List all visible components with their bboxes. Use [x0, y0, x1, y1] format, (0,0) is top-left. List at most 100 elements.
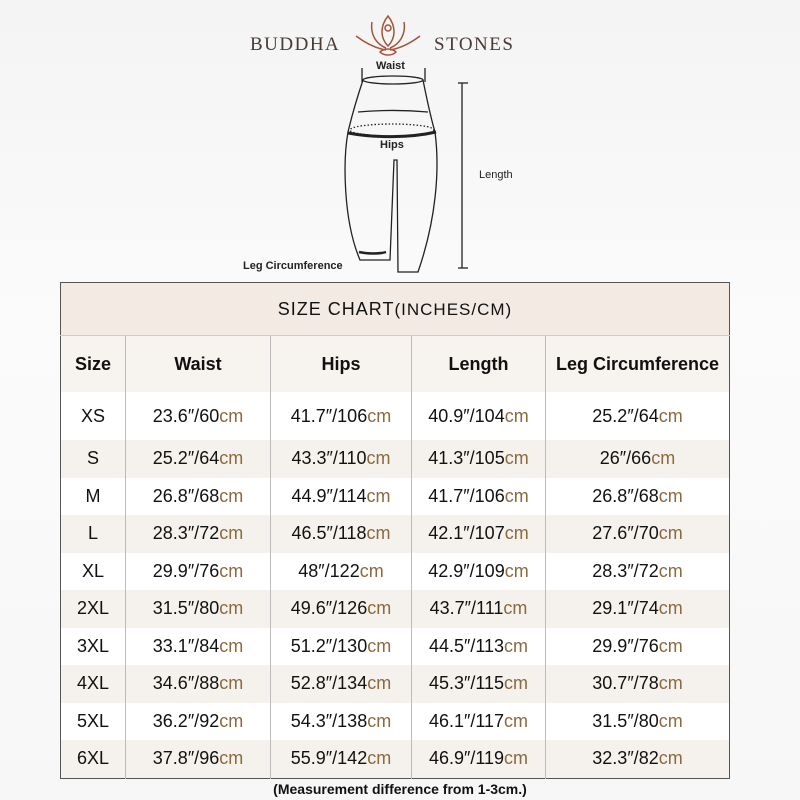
brand-right: STONES [434, 34, 515, 55]
cell-value: 4XL [76, 673, 110, 694]
cell-value: 34.6″/88 [152, 673, 220, 694]
table-row: XS 23.6″/60cm 41.7″/106cm 40.9″/104cm 25.2″/… [61, 392, 730, 440]
size-cell: M [61, 478, 126, 516]
table-row: M 26.8″/68cm 44.9″/114cm 41.7″/106cm 26.8″/6… [61, 477, 730, 516]
column-header: Hips [270, 335, 412, 392]
unit-label: cm [504, 710, 529, 731]
measurement-note: (Measurement difference from 1-3cm.) [273, 781, 527, 797]
measurement-cell: 52.8″/134cm [270, 665, 412, 703]
unit-label: cm [219, 710, 244, 731]
measurement-cell: 43.3″/110cm [270, 440, 412, 478]
measurement-cell: 55.9″/142cm [270, 740, 412, 778]
cell-value: 52.8″/134 [290, 673, 368, 694]
measurement-cell: 26.8″/68cm [545, 477, 730, 515]
cell-value: XS [80, 405, 105, 426]
column-header: Size [60, 335, 126, 392]
cell-value: 46.5″/118 [291, 523, 367, 544]
measurement-cell: 25.2″/64cm [545, 392, 730, 440]
cell-value: 41.7″/106 [290, 405, 368, 426]
unit-label: cm [658, 635, 683, 656]
unit-label: cm [219, 598, 244, 619]
table-row: 5XL 36.2″/92cm 54.3″/138cm 46.1″/117cm 31.5″… [61, 702, 730, 740]
cell-value: 28.3″/72 [592, 560, 659, 581]
measurement-cell: 36.2″/92cm [125, 702, 271, 740]
cell-value: 48″/122 [298, 560, 360, 581]
measurement-cell: 26.8″/68cm [125, 477, 271, 515]
unit-label: cm [367, 748, 392, 769]
measurement-cell: 31.5″/80cm [125, 590, 271, 628]
measurement-cell: 31.5″/80cm [545, 702, 730, 740]
table-row: 6XL 37.8″/96cm 55.9″/142cm 46.9″/119cm 32.3″… [60, 740, 730, 778]
cell-value: 29.9″/76 [152, 560, 220, 581]
unit-label: cm [658, 598, 683, 619]
measurement-cell: 41.7″/106cm [411, 477, 546, 515]
lotus-logo-icon [355, 14, 421, 56]
measurement-cell: 41.3″/105cm [411, 440, 546, 478]
size-cell: 6XL [60, 740, 126, 778]
measurement-cell: 46.9″/119cm [411, 740, 546, 778]
cell-value: L [87, 523, 98, 544]
measurement-cell: 51.2″/130cm [270, 627, 412, 665]
unit-label: cm [367, 710, 392, 731]
title-text: SIZE CHART [277, 298, 395, 319]
unit-label: cm [651, 448, 676, 469]
unit-label: cm [219, 560, 244, 581]
cell-value: 26.8″/68 [592, 485, 659, 506]
unit-label: cm [658, 748, 683, 769]
cell-value: 31.5″/80 [152, 598, 220, 619]
cell-value: 25.2″/64 [152, 448, 220, 469]
cell-value: 51.2″/130 [290, 635, 368, 656]
measurement-cell: 37.8″/96cm [125, 740, 271, 778]
unit-label: cm [367, 405, 392, 426]
cell-value: 29.9″/76 [592, 635, 659, 656]
measurement-cell: 29.9″/76cm [545, 627, 730, 665]
unit-label: cm [366, 523, 391, 544]
unit-label: cm [219, 448, 244, 469]
cell-value: 31.5″/80 [592, 710, 659, 731]
unit-label: cm [504, 523, 529, 544]
measurement-cell: 43.7″/111cm [411, 590, 546, 628]
unit-label: cm [504, 673, 529, 694]
measurement-cell: 42.9″/109cm [411, 552, 546, 590]
cell-value: 49.6″/126 [290, 598, 368, 619]
measurement-cell: 30.7″/78cm [545, 665, 730, 703]
column-header: Leg Circumference [545, 335, 730, 392]
unit-label: cm [658, 485, 683, 506]
measurement-cell: 41.7″/106cm [270, 392, 412, 440]
unit-label: cm [658, 405, 683, 426]
table-row: 4XL 34.6″/88cm 52.8″/134cm 45.3″/115cm 30.7″… [60, 665, 730, 703]
unit-label: cm [504, 485, 529, 506]
unit-label: cm [503, 598, 528, 619]
cell-value: 45.3″/115 [428, 673, 505, 694]
measurement-cell: 29.9″/76cm [125, 552, 271, 590]
unit-label: cm [504, 748, 529, 769]
cell-value: 44.9″/114 [291, 485, 367, 506]
cell-value: 36.2″/92 [152, 710, 220, 731]
unit-label: cm [219, 748, 244, 769]
measurement-cell: 49.6″/126cm [270, 590, 412, 628]
cell-value: 5XL [76, 710, 110, 731]
unit-label: cm [219, 485, 244, 506]
hips-label: Hips [380, 139, 404, 151]
cell-value: 43.7″/111 [429, 598, 504, 619]
table-row: 3XL 33.1″/84cm 51.2″/130cm 44.5″/113cm 29.9″… [61, 627, 730, 665]
cell-value: M [85, 485, 101, 506]
unit-label: cm [504, 405, 529, 426]
size-chart-title: SIZE CHART(INCHES/CM) [60, 282, 730, 336]
cell-value: 46.1″/117 [428, 710, 505, 731]
measurement-cell: 34.6″/88cm [125, 665, 271, 703]
cell-value: S [86, 448, 99, 469]
measurement-cell: 28.3″/72cm [125, 515, 271, 553]
unit-label: cm [366, 448, 391, 469]
title-units: (INCHES/CM) [394, 299, 513, 319]
leg-circumference-label: Leg Circumference [243, 260, 343, 272]
measurement-cell: 25.2″/64cm [125, 440, 271, 478]
cell-value: 25.2″/64 [592, 405, 659, 426]
cell-value: 37.8″/96 [152, 748, 220, 769]
table-row: XL 29.9″/76cm 48″/122cm 42.9″/109cm 28.3″/72… [61, 552, 730, 590]
unit-label: cm [504, 560, 529, 581]
unit-label: cm [504, 635, 529, 656]
cell-value: 42.1″/107 [428, 523, 505, 544]
size-cell: XS [61, 392, 126, 440]
column-header: Length [411, 335, 546, 392]
